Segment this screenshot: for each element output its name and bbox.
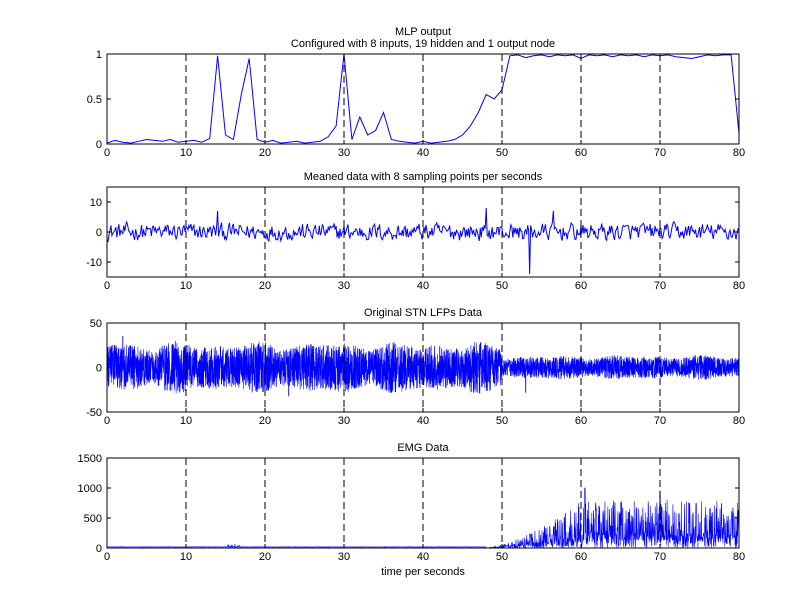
x-tick-label: 70 bbox=[654, 415, 666, 427]
x-tick-label: 80 bbox=[733, 280, 745, 292]
subplot-2: Meaned data with 8 sampling points per s… bbox=[86, 171, 745, 292]
x-tick-label: 30 bbox=[338, 415, 350, 427]
x-tick-label: 30 bbox=[338, 280, 350, 292]
x-axis-label: time per seconds bbox=[381, 566, 465, 578]
x-tick-label: 60 bbox=[575, 551, 587, 563]
y-tick-label: 1000 bbox=[78, 483, 102, 495]
x-tick-label: 70 bbox=[654, 551, 666, 563]
x-tick-label: 20 bbox=[259, 147, 271, 159]
y-tick-label: 1500 bbox=[78, 453, 102, 465]
y-tick-label: -50 bbox=[86, 407, 102, 419]
subplot-4: EMG Data 0 10 20 30 40 50 60 70 80 0 500 1000 1500 tim… bbox=[78, 442, 746, 578]
x-tick-label: 40 bbox=[417, 551, 429, 563]
x-tick-label: 0 bbox=[104, 280, 110, 292]
x-tick-label: 60 bbox=[575, 280, 587, 292]
x-tick-label: 20 bbox=[259, 415, 271, 427]
subplot-title: Meaned data with 8 sampling points per s… bbox=[304, 171, 543, 183]
y-tick-label: 0 bbox=[96, 363, 102, 375]
x-tick-label: 40 bbox=[417, 415, 429, 427]
x-tick-label: 80 bbox=[733, 147, 745, 159]
x-tick-label: 70 bbox=[654, 147, 666, 159]
subplot-subtitle: Configured with 8 inputs, 19 hidden and … bbox=[291, 38, 555, 50]
y-tick-label: 0.5 bbox=[87, 94, 102, 106]
x-tick-label: 30 bbox=[338, 551, 350, 563]
subplot-title: MLP output bbox=[395, 26, 451, 38]
y-tick-label: 0 bbox=[96, 543, 102, 555]
x-tick-label: 60 bbox=[575, 147, 587, 159]
subplot-title: Original STN LFPs Data bbox=[364, 307, 483, 319]
x-tick-label: 40 bbox=[417, 147, 429, 159]
x-tick-label: 50 bbox=[496, 147, 508, 159]
x-tick-label: 60 bbox=[575, 415, 587, 427]
y-tick-label: 10 bbox=[90, 197, 102, 209]
x-tick-label: 10 bbox=[180, 551, 192, 563]
y-tick-label: 0 bbox=[96, 139, 102, 151]
x-tick-label: 0 bbox=[104, 147, 110, 159]
x-tick-label: 40 bbox=[417, 280, 429, 292]
x-tick-label: 10 bbox=[180, 415, 192, 427]
subplot-title: EMG Data bbox=[397, 442, 449, 454]
x-tick-label: 70 bbox=[654, 280, 666, 292]
x-tick-label: 0 bbox=[104, 551, 110, 563]
x-tick-label: 50 bbox=[496, 551, 508, 563]
y-tick-label: 500 bbox=[84, 513, 102, 525]
subplot-3: Original STN LFPs Data 0 10 20 30 40 50 60 70 80 -… bbox=[86, 307, 745, 427]
x-tick-label: 50 bbox=[496, 280, 508, 292]
y-tick-label: 50 bbox=[90, 318, 102, 330]
x-tick-label: 10 bbox=[180, 147, 192, 159]
y-tick-label: 1 bbox=[96, 49, 102, 61]
x-tick-label: 30 bbox=[338, 147, 350, 159]
x-tick-label: 0 bbox=[104, 415, 110, 427]
y-tick-label: -10 bbox=[86, 257, 102, 269]
x-tick-label: 10 bbox=[180, 280, 192, 292]
y-tick-label: 0 bbox=[96, 227, 102, 239]
x-tick-label: 20 bbox=[259, 551, 271, 563]
x-tick-label: 80 bbox=[733, 415, 745, 427]
x-tick-label: 20 bbox=[259, 280, 271, 292]
x-tick-label: 80 bbox=[733, 551, 745, 563]
x-tick-label: 50 bbox=[496, 415, 508, 427]
